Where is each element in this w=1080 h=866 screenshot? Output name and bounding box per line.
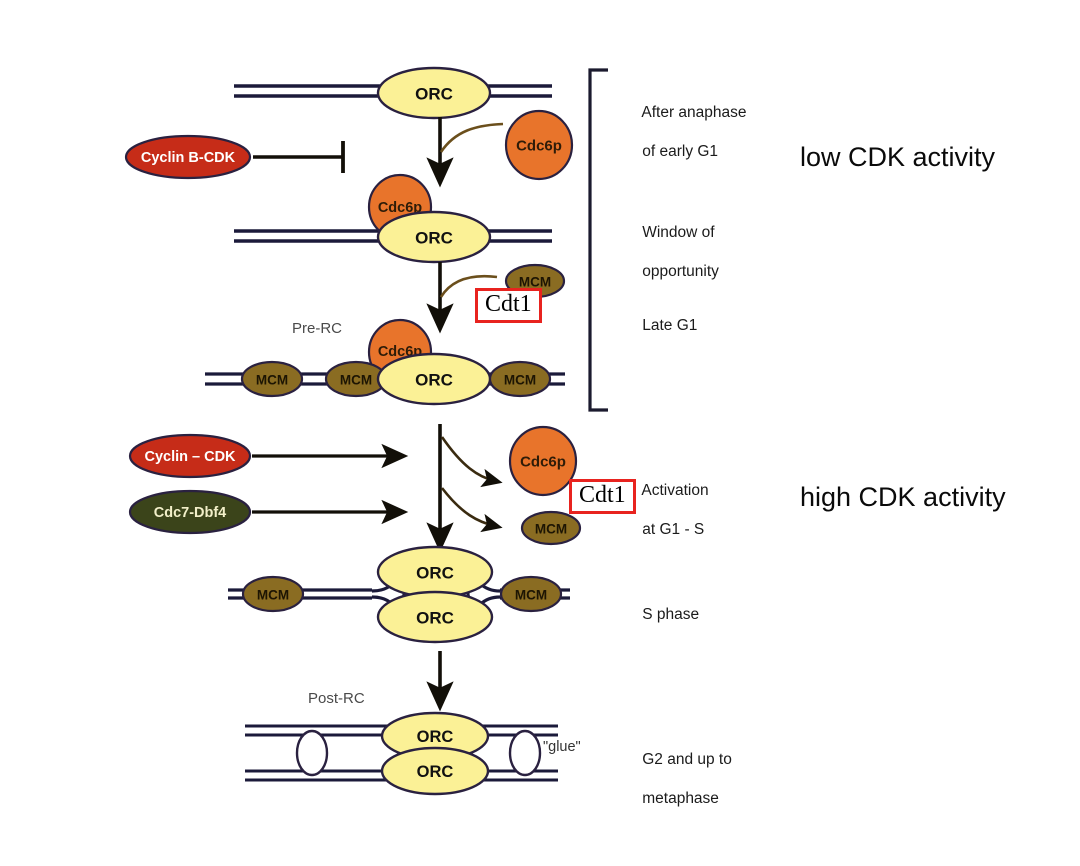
stage-line-2: at G1 - S: [642, 521, 705, 539]
stage-label-after-anaphase: After anaphase of early G1: [625, 84, 747, 181]
svg-text:Cyclin – CDK: Cyclin – CDK: [144, 449, 236, 465]
svg-text:Cyclin B-CDK: Cyclin B-CDK: [141, 150, 236, 166]
svg-text:ORC: ORC: [415, 229, 453, 248]
post-rc-label: Post-RC: [308, 690, 365, 707]
stage-label-window-of-opportunity: Window of opportunity: [625, 204, 719, 301]
mcm-prerc-right: MCM: [488, 360, 552, 398]
svg-text:Cdc6p: Cdc6p: [378, 200, 422, 216]
svg-text:ORC: ORC: [417, 763, 454, 781]
mcm-prerc-left1: MCM: [240, 360, 304, 398]
cdt1-box-activation[interactable]: Cdt1: [569, 479, 636, 515]
svg-text:ORC: ORC: [416, 609, 454, 628]
stage-line-2: of early G1: [642, 143, 719, 161]
svg-text:MCM: MCM: [515, 588, 547, 603]
low-cdk-bracket: [588, 68, 608, 412]
svg-text:MCM: MCM: [535, 522, 567, 537]
stage-line-1: Activation: [641, 482, 709, 500]
stage-label-activation-g1-s: Activation at G1 - S: [625, 462, 709, 559]
low-cdk-activity-label: low CDK activity: [800, 142, 996, 172]
cdc7-dbf4-ellipse: Cdc7-Dbf4: [128, 489, 252, 535]
pre-rc-label: Pre-RC: [292, 320, 343, 337]
orc-ellipse-row3: ORC: [376, 352, 492, 406]
mcm-sphase-right: MCM: [499, 575, 563, 613]
stage-line-1: S phase: [642, 606, 700, 624]
orc-sphase-top: ORC: [376, 545, 494, 599]
svg-text:MCM: MCM: [257, 588, 289, 603]
high-cdk-activity-label: high CDK activity: [800, 482, 1006, 512]
orc-ellipse-row1: ORC: [376, 66, 492, 120]
glue-label: "glue": [543, 739, 581, 755]
svg-text:MCM: MCM: [256, 373, 288, 388]
orc-sphase-bottom: ORC: [376, 590, 494, 644]
svg-text:MCM: MCM: [519, 275, 551, 290]
svg-text:Cdc7-Dbf4: Cdc7-Dbf4: [154, 505, 227, 521]
svg-text:Cdc6p: Cdc6p: [520, 454, 566, 471]
stage-label-late-g1: Late G1: [625, 297, 697, 355]
stage-line-1: G2 and up to: [642, 751, 732, 769]
cdt1-box-late-g1[interactable]: Cdt1: [475, 288, 542, 324]
svg-text:MCM: MCM: [504, 373, 536, 388]
transition-arrow-row1-row2: [426, 117, 504, 188]
svg-text:ORC: ORC: [415, 85, 453, 104]
inhibition-arrow-cyclinb: [253, 141, 345, 173]
svg-text:ORC: ORC: [416, 564, 454, 583]
transition-arrow-row2-row3: [426, 262, 498, 334]
stage-line-1: Window of: [642, 224, 715, 242]
cdc6p-released: Cdc6p: [508, 425, 578, 497]
cdc6p-free-row1: Cdc6p: [504, 109, 574, 181]
stage-line-2: opportunity: [642, 263, 719, 281]
stage-line-1: After anaphase: [641, 104, 747, 122]
stage-label-s-phase: S phase: [625, 586, 699, 644]
mcm-sphase-left: MCM: [241, 575, 305, 613]
glue-ring-right: [508, 729, 542, 777]
stage-label-g2-metaphase: G2 and up to metaphase: [625, 731, 732, 828]
stage-line-2: metaphase: [642, 790, 719, 808]
orc-postrc-bottom: ORC: [380, 746, 490, 796]
glue-ring-left: [295, 729, 329, 777]
svg-text:Cdc6p: Cdc6p: [516, 138, 562, 155]
svg-text:ORC: ORC: [415, 371, 453, 390]
orc-ellipse-row2: ORC: [376, 210, 492, 264]
transition-arrow-row3-row4: [426, 424, 503, 553]
cyclin-cdk-ellipse: Cyclin – CDK: [128, 433, 252, 479]
svg-text:ORC: ORC: [417, 728, 454, 746]
cyclin-b-cdk-ellipse: Cyclin B-CDK: [124, 134, 252, 180]
svg-text:MCM: MCM: [340, 373, 372, 388]
stage-line-1: Late G1: [642, 317, 698, 335]
mcm-released: MCM: [520, 510, 582, 546]
